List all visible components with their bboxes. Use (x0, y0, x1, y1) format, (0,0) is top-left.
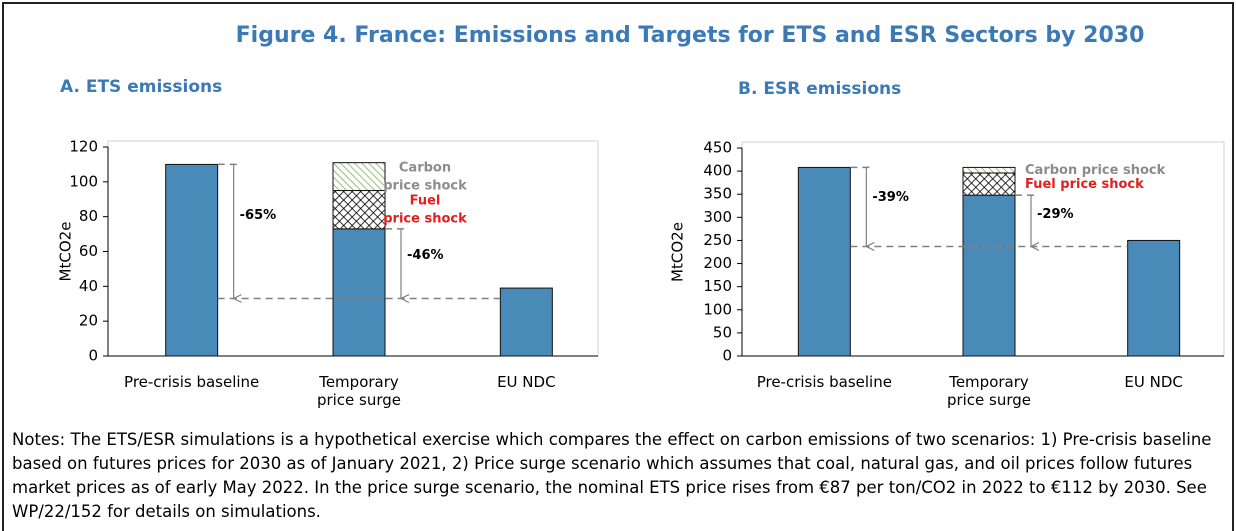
x-tick-label: Temporary price surge (947, 373, 1031, 409)
y-tick-label: 400 (703, 162, 732, 180)
y-axis-label: MtCO2e (57, 222, 75, 282)
bar-segment (165, 163, 219, 357)
y-tick-label: 0 (722, 347, 732, 365)
y-tick-label: 50 (713, 323, 732, 341)
bar-segment (962, 172, 1016, 196)
y-tick-label: 200 (703, 254, 732, 272)
panel-title: A. ETS emissions (60, 77, 222, 97)
annotation-label: -46% (407, 248, 444, 263)
y-tick-label: 0 (88, 347, 98, 365)
bar-segment (797, 166, 851, 357)
series-label: Fuel price shock (383, 193, 467, 226)
annotation-label: -39% (872, 190, 909, 205)
bar-segment (962, 194, 1016, 357)
x-tick-label: EU NDC (497, 373, 555, 391)
annotation-label: -29% (1037, 207, 1074, 222)
series-label: Fuel price shock (1025, 177, 1144, 192)
y-tick-label: 250 (703, 231, 732, 249)
y-tick-label: 150 (703, 277, 732, 295)
y-tick-label: 450 (703, 139, 732, 157)
bar-segment (332, 190, 386, 230)
y-tick-label: 20 (79, 312, 98, 330)
bar-segment (1127, 239, 1181, 357)
annotation-label: -65% (240, 208, 277, 223)
y-tick-label: 80 (79, 207, 98, 225)
bar-segment (332, 162, 386, 192)
y-tick-label: 100 (69, 172, 98, 190)
series-label: Carbon price shock (383, 160, 467, 193)
figure-title: Figure 4. France: Emissions and Targets … (236, 23, 1145, 48)
panel-title: B. ESR emissions (738, 79, 901, 99)
y-tick-label: 100 (703, 300, 732, 318)
y-tick-label: 60 (79, 242, 98, 260)
bar-segment (499, 287, 553, 357)
charts: Figure 4. France: Emissions and Targets … (57, 23, 1225, 409)
bar-segment (962, 166, 1016, 174)
x-tick-label: Pre-crisis baseline (124, 373, 259, 391)
notes: Notes: The ETS/ESR simulations is a hypo… (12, 430, 1212, 521)
x-tick-label: Pre-crisis baseline (757, 373, 892, 391)
series-label: Carbon price shock (1025, 163, 1166, 178)
x-tick-label: Temporary price surge (317, 373, 401, 409)
y-tick-label: 350 (703, 185, 732, 203)
bar-segment (332, 228, 386, 357)
y-axis-label: MtCO2e (669, 222, 687, 282)
x-tick-label: EU NDC (1124, 373, 1182, 391)
y-tick-label: 300 (703, 208, 732, 226)
y-tick-label: 40 (79, 277, 98, 295)
y-tick-label: 120 (69, 138, 98, 156)
